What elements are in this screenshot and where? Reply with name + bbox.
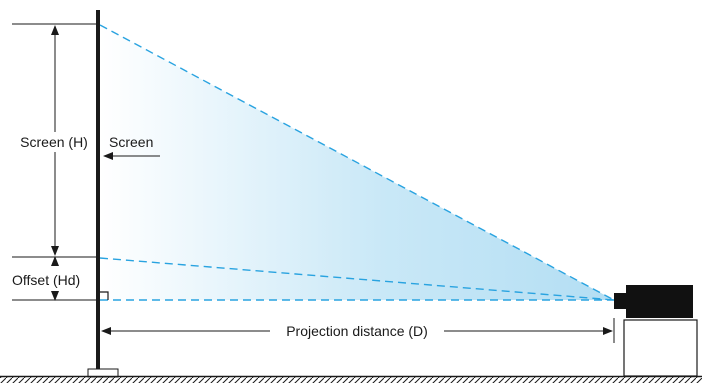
screen-panel [96,10,100,370]
screen-height-label-bg [12,132,96,152]
projector-table [623,319,698,377]
right-angle-marker [100,291,109,300]
beam-lower-edge [99,257,615,301]
projection-distance-label-bg [270,322,444,340]
screen-label: Screen [109,134,153,150]
projector-body [626,285,693,318]
projection-distance-label: Projection distance (D) [286,323,428,339]
projector-icon [614,285,693,318]
projector-lens [614,293,628,309]
offset-label: Offset (Hd) [12,272,80,288]
screen-height-label: Screen (H) [20,134,88,150]
beam-top-edge [99,24,615,301]
floor-hatching [0,377,702,383]
